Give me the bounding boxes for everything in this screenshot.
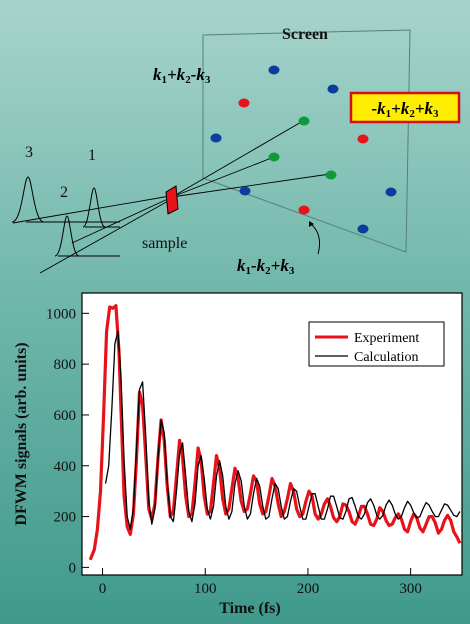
blue-spot [385,187,397,197]
outgoing-beams [171,120,331,198]
signal-beam-3 [171,173,331,198]
screen-label: Screen [282,26,328,43]
legend-label-experiment: Experiment [354,331,419,346]
y-tick-label: 800 [54,357,77,373]
experiment-diagram: Screen 3 2 1 sample [11,26,461,277]
screen-plane [202,29,411,253]
series-layer [88,304,462,561]
beam-2 [39,199,171,274]
pulse-label-2: 2 [60,184,68,201]
pointer-arrow [310,223,321,255]
blue-spot [357,224,369,234]
beam-1 [71,197,171,244]
red-spot [298,205,310,215]
legend: Experiment Calculation [308,321,445,367]
green-spot [325,170,337,180]
x-tick-label: 300 [399,581,422,597]
highlight-box [349,91,461,124]
x-axis: 0 100 200 300 [99,568,422,597]
sample-label: sample [142,235,187,252]
upper-wavevector-label: k1+k2-k3 [153,65,211,86]
sample-plate [165,185,179,215]
legend-box [308,321,445,367]
pulse-label-1: 1 [88,147,96,164]
y-tick-label: 600 [54,408,77,424]
red-spot [238,98,250,108]
legend-label-calculation: Calculation [354,350,419,365]
green-spot [298,116,310,126]
x-tick-label: 0 [99,581,107,597]
blue-spot [210,133,222,143]
y-tick-label: 400 [54,459,77,475]
y-tick-label: 200 [54,510,77,526]
x-tick-label: 200 [297,581,320,597]
signal-beam-2 [171,156,275,198]
x-axis-label: Time (fs) [219,600,280,617]
screen-spots [210,65,397,234]
pulse-2 [54,215,80,257]
pointer-arrow-head [309,221,314,227]
dfwm-chart: 0 200 400 600 800 1000 0 100 200 300 Experiment … [13,292,463,617]
pulses [11,176,106,257]
pulse-3 [11,176,45,223]
blue-spot [327,84,339,94]
y-tick-label: 0 [69,560,77,576]
highlight-wavevector: -k1+k2+k3 [371,99,439,120]
y-tick-label: 1000 [46,306,76,322]
signal-beam-1 [171,120,304,198]
pulse-label-3: 3 [25,144,33,161]
x-tick-label: 100 [194,581,217,597]
y-axis: 0 200 400 600 800 1000 [46,306,89,576]
green-spot [268,152,280,162]
lower-wavevector-label: k1-k2+k3 [237,256,295,277]
blue-spot [239,186,251,196]
calculation-series-line [104,330,461,530]
red-spot [357,134,369,144]
pulse-1 [82,187,106,228]
incoming-beams [12,195,171,274]
y-axis-label: DFWM signals (arb. units) [13,342,30,525]
blue-spot [268,65,280,75]
